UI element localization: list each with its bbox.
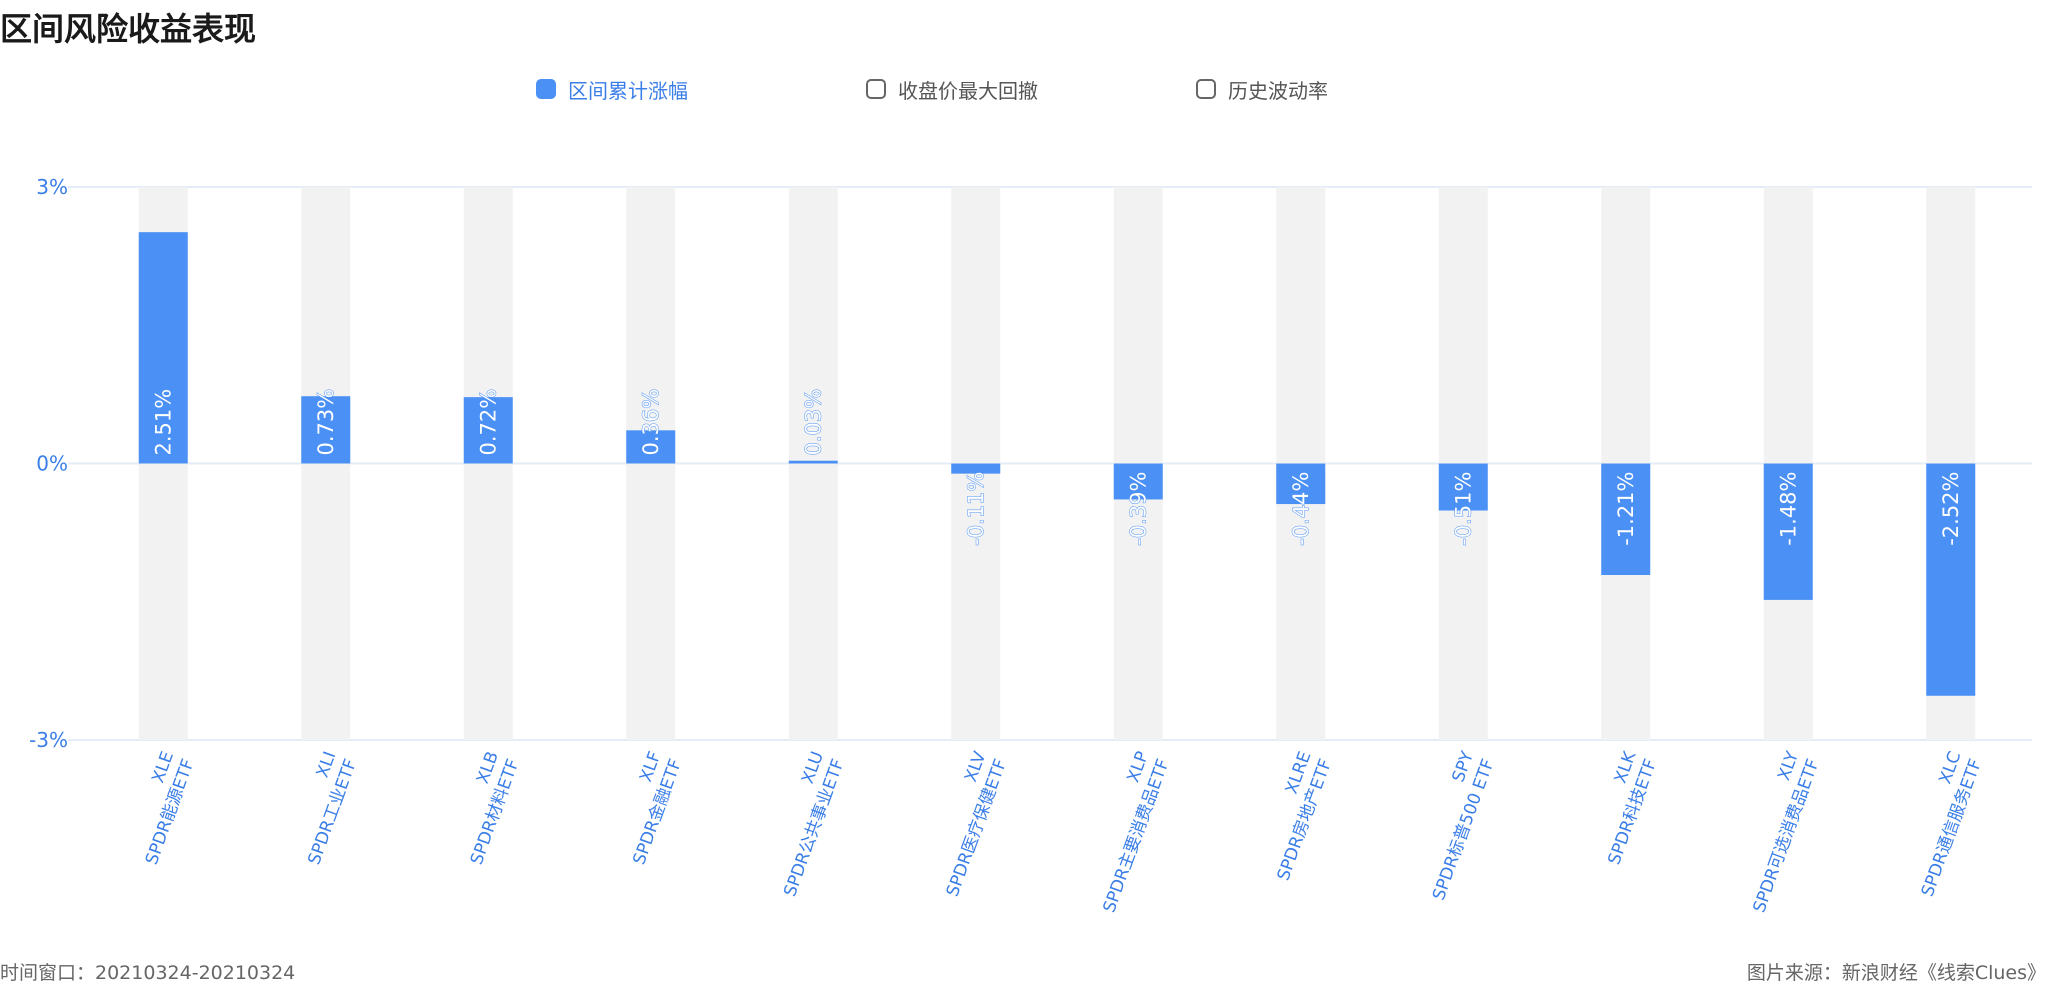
bar-xlc[interactable] bbox=[1926, 463, 1976, 696]
bar-xlv[interactable] bbox=[951, 463, 1001, 474]
data-label: -0.11% bbox=[964, 472, 988, 546]
legend-label: 收盘价最大回撤 bbox=[898, 78, 1038, 103]
bar-xlre[interactable] bbox=[1276, 463, 1326, 505]
data-label: -0.39% bbox=[1126, 472, 1150, 546]
image-source-text: 图片来源：新浪财经《线索Clues》 bbox=[1746, 962, 2046, 984]
data-label: 2.51% bbox=[151, 389, 175, 456]
legend-label: 历史波动率 bbox=[1228, 78, 1328, 103]
bar-xlf[interactable] bbox=[626, 430, 676, 464]
data-label: 0.72% bbox=[476, 389, 500, 456]
y-tick-label: 3% bbox=[36, 175, 68, 199]
data-label: -1.48% bbox=[1776, 472, 1800, 546]
page-title: 区间风险收益表现 bbox=[0, 10, 257, 48]
legend-item-max-drawdown[interactable]: 收盘价最大回撤 bbox=[866, 74, 1038, 104]
bar-xlp[interactable] bbox=[1113, 463, 1163, 500]
bar-xli[interactable] bbox=[301, 396, 351, 464]
legend-item-cumulative-return[interactable]: 区间累计涨幅 bbox=[536, 74, 688, 104]
data-label: -1.21% bbox=[1614, 472, 1638, 546]
data-label: 0.36% bbox=[639, 389, 663, 456]
data-labels: 2.51% 0.73% 0.72% 0.36% 0.03% -0.11% -0.39% -0.… bbox=[151, 388, 1964, 546]
checkbox-unchecked-icon bbox=[1196, 79, 1216, 99]
bar-xlu[interactable] bbox=[788, 460, 838, 464]
bar-xlk[interactable] bbox=[1601, 463, 1651, 576]
data-label: 0.03% bbox=[801, 389, 825, 456]
y-tick-label: -3% bbox=[29, 728, 68, 752]
data-label: -2.52% bbox=[1939, 472, 1963, 546]
checkbox-unchecked-icon bbox=[866, 79, 886, 99]
legend-item-volatility[interactable]: 历史波动率 bbox=[1196, 74, 1328, 104]
grid-lines bbox=[68, 186, 2032, 741]
bar-xly[interactable] bbox=[1763, 463, 1813, 600]
data-label: 0.73% bbox=[314, 389, 338, 456]
data-bars bbox=[138, 232, 1976, 696]
data-label: -0.51% bbox=[1451, 472, 1475, 546]
checkbox-checked-icon bbox=[536, 79, 556, 99]
bar-spy[interactable] bbox=[1438, 463, 1488, 511]
bar-xle[interactable] bbox=[138, 232, 188, 464]
bar-xlb[interactable] bbox=[463, 397, 513, 464]
data-label: -0.44% bbox=[1289, 472, 1313, 546]
legend-label: 区间累计涨幅 bbox=[568, 78, 688, 103]
time-window-text: 时间窗口：20210324-20210324 bbox=[0, 962, 296, 984]
y-tick-label: 0% bbox=[36, 452, 68, 476]
y-axis-labels: 3% 0% -3% bbox=[29, 175, 68, 752]
